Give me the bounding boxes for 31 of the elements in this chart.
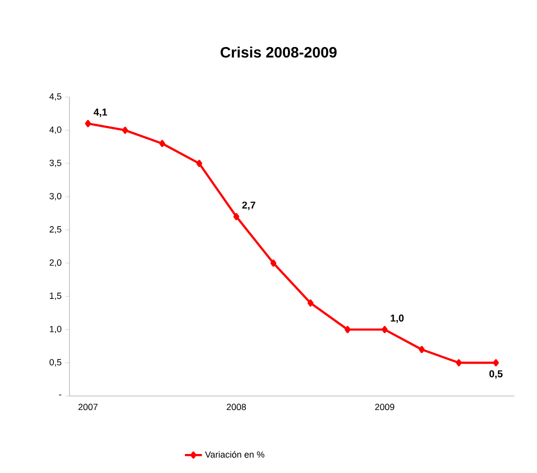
- x-tick-label: 2008: [226, 404, 246, 410]
- data-label: 0,5: [489, 370, 503, 379]
- y-tick-label: 3,5: [50, 160, 62, 168]
- data-label: 2,7: [242, 202, 256, 210]
- point: [492, 359, 499, 366]
- point: [196, 160, 202, 168]
- x-tick-label: 2007: [78, 404, 98, 410]
- point: [456, 359, 462, 366]
- data-label: 1,0: [390, 314, 404, 324]
- y-tick-label: 4,5: [49, 93, 62, 101]
- y-tick-label: 4,0: [49, 126, 62, 134]
- chart-title: Crisis 2008-2009: [220, 46, 337, 58]
- y-tick-label: -: [59, 394, 62, 396]
- point: [159, 140, 166, 148]
- y-tick-label: 2,5: [50, 226, 62, 234]
- x-tick-label: 2009: [375, 404, 394, 410]
- point: [122, 126, 128, 134]
- y-tick-label: 2,0: [50, 259, 62, 267]
- y-tick-label: 1,5: [50, 292, 62, 300]
- y-tick-label: 3,0: [50, 192, 62, 200]
- y-tick-label: 1,0: [50, 326, 62, 334]
- point: [308, 299, 314, 307]
- y-tick-label: 0,5: [50, 359, 62, 366]
- point: [344, 326, 351, 334]
- point: [233, 213, 240, 220]
- legend-label: Variación en %: [205, 451, 264, 458]
- point: [382, 326, 388, 334]
- point: [270, 260, 276, 267]
- point: [85, 120, 91, 128]
- point: [418, 346, 425, 354]
- data-label: 4,1: [94, 108, 108, 118]
